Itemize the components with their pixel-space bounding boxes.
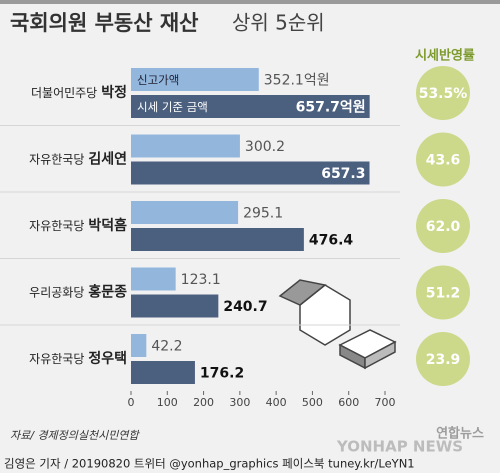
chart-title: 국회의원 부동산 재산 <box>10 11 199 35</box>
watermark-ko: 연합뉴스 <box>436 426 484 442</box>
name-label: 박덕흠 <box>88 217 127 234</box>
ratio-circle <box>416 265 470 320</box>
bar <box>131 294 219 318</box>
x-tick-label: 200 <box>193 396 214 409</box>
top-rule <box>0 0 500 4</box>
value-label: 657.3 <box>321 166 365 182</box>
ratio-circle <box>416 132 470 187</box>
ratio-label: 23.9 <box>426 352 461 368</box>
x-tick-label: 700 <box>375 396 396 409</box>
bar <box>131 161 370 185</box>
legend-label: 신고가액 <box>137 73 179 87</box>
value-label: 300.2 <box>245 139 285 155</box>
x-tick-label: 400 <box>266 396 287 409</box>
ratio-label: 53.5% <box>419 86 468 102</box>
category-label: 자유한국당 박덕흠 <box>29 217 127 234</box>
bar <box>131 95 370 118</box>
party-label: 자유한국당 <box>29 219 84 233</box>
value-label: 123.1 <box>181 272 221 288</box>
value-label: 657.7억원 <box>296 100 366 116</box>
x-tick-label: 100 <box>157 396 178 409</box>
x-tick-label: 300 <box>229 396 250 409</box>
party-label: 우리공화당 <box>29 285 84 299</box>
category-label: 우리공화당 홍문종 <box>29 284 127 301</box>
ratio-circle <box>416 332 470 386</box>
x-tick-label: 500 <box>302 396 323 409</box>
ratio-label: 51.2 <box>426 286 461 302</box>
name-label: 홍문종 <box>88 284 127 301</box>
value-label: 295.1 <box>243 206 283 222</box>
name-label: 김세연 <box>88 151 127 168</box>
bar <box>131 334 147 357</box>
x-tick-label: 0 <box>128 396 135 409</box>
ratio-circle <box>416 66 470 120</box>
x-tick-label: 600 <box>338 396 359 409</box>
bar <box>131 267 176 291</box>
bar <box>131 201 239 224</box>
party-label: 자유한국당 <box>29 152 84 166</box>
value-label: 476.4 <box>309 233 354 249</box>
name-label: 박정 <box>101 84 127 101</box>
ratio-title: 시세반영률 <box>415 48 475 64</box>
watermark-en: YONHAP NEWS <box>336 438 463 456</box>
party-label: 더불어민주당 <box>31 86 97 100</box>
category-label: 자유한국당 김세연 <box>29 151 127 168</box>
house-illustration <box>278 279 397 370</box>
bar <box>131 228 304 251</box>
ratio-label: 43.6 <box>426 153 461 169</box>
value-label: 240.7 <box>223 299 267 315</box>
source: 자료/ 경제정의실천시민연합 <box>10 429 141 442</box>
value-label: 42.2 <box>151 339 182 355</box>
ratio-circle <box>416 199 470 253</box>
category-label: 더불어민주당 박정 <box>31 84 127 101</box>
bar <box>131 134 240 158</box>
value-label: 352.1억원 <box>264 73 330 89</box>
value-label: 176.2 <box>200 366 244 382</box>
legend-label: 시세 기준 금액 <box>137 100 208 114</box>
bar <box>131 361 195 384</box>
bar <box>131 68 259 91</box>
ratio-label: 62.0 <box>426 219 461 235</box>
party-label: 자유한국당 <box>29 352 84 366</box>
category-label: 자유한국당 정우택 <box>29 350 127 367</box>
credit: 김영은 기자 / 20190820 트위터 @yonhap_graphics 페… <box>4 457 415 471</box>
name-label: 정우택 <box>88 350 127 367</box>
chart-subtitle: 상위 5순위 <box>232 11 325 35</box>
